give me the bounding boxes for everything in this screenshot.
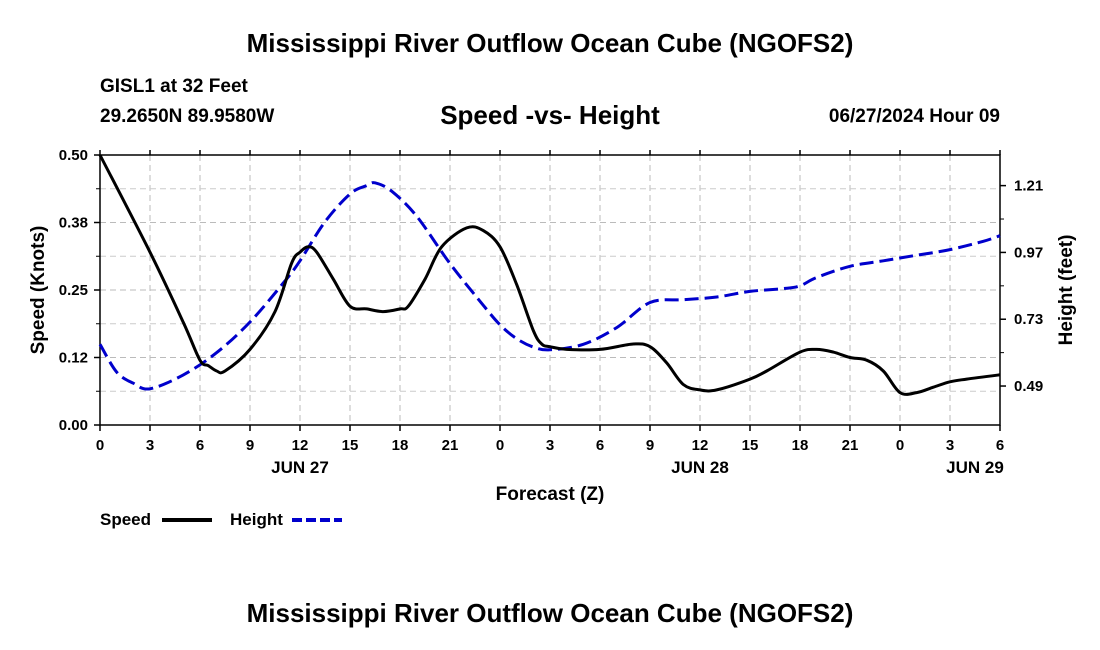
x-tick-label: 0 [96, 437, 104, 454]
x-tick-label: 9 [646, 437, 654, 454]
x-tick-label: 3 [546, 437, 554, 454]
y2-tick-label: 0.97 [1014, 244, 1043, 261]
x-tick-label: 12 [692, 437, 709, 454]
y-axis-label: Speed (Knots) [28, 226, 49, 355]
series-group [98, 154, 1001, 396]
x-tick-label: 3 [146, 437, 154, 454]
x-tick-label: 15 [742, 437, 759, 454]
x-tick-label: 12 [292, 437, 309, 454]
y-axis-right: 0.49 0.73 0.97 1.21 [1000, 178, 1043, 395]
y2-tick-label: 1.21 [1014, 178, 1043, 195]
x-tick-label: 6 [996, 437, 1004, 454]
y2-axis-label: Height (feet) [1056, 235, 1077, 346]
y2-tick-label: 0.73 [1014, 311, 1043, 328]
x-tick-label: 21 [442, 437, 459, 454]
chart-title: Speed -vs- Height [440, 100, 660, 130]
legend: Speed Height [100, 510, 342, 529]
x-axis: 0 3 6 9 12 15 18 21 0 3 6 9 12 15 18 21 0 3 6 JUN 27 JUN 28 J… [96, 150, 1004, 477]
x-axis-label: Forecast (Z) [496, 484, 605, 505]
x-tick-label: 0 [496, 437, 504, 454]
x-tick-label: 15 [342, 437, 359, 454]
y-axis-left: 0.00 0.12 0.25 0.38 0.50 [59, 147, 100, 434]
x-tick-label: 9 [246, 437, 254, 454]
legend-speed-label: Speed [100, 510, 151, 529]
x-tick-label: 0 [896, 437, 904, 454]
y2-tick-label: 0.49 [1014, 378, 1043, 395]
x-date-label: JUN 27 [271, 458, 329, 477]
x-tick-label: 3 [946, 437, 954, 454]
datetime-label: 06/27/2024 Hour 09 [828, 106, 1000, 127]
x-tick-label: 6 [196, 437, 204, 454]
x-tick-label: 18 [792, 437, 809, 454]
x-tick-label: 6 [596, 437, 604, 454]
y-tick-label: 0.25 [59, 282, 88, 299]
coordinates-label: 29.2650N 89.9580W [100, 106, 275, 127]
legend-height-label: Height [230, 510, 283, 529]
x-tick-label: 18 [392, 437, 409, 454]
x-date-label: JUN 29 [946, 458, 1004, 477]
station-label: GISL1 at 32 Feet [100, 76, 248, 97]
y-tick-label: 0.12 [59, 350, 88, 367]
x-tick-label: 21 [842, 437, 859, 454]
series-line-speed [98, 154, 1001, 396]
y-tick-label: 0.50 [59, 147, 88, 164]
footer-title: Mississippi River Outflow Ocean Cube (NG… [246, 598, 854, 628]
grid [100, 155, 1000, 425]
y-tick-label: 0.38 [59, 215, 88, 232]
page-title: Mississippi River Outflow Ocean Cube (NG… [246, 28, 854, 58]
y-tick-label: 0.00 [59, 417, 88, 434]
series-line-height [98, 181, 1001, 391]
x-date-label: JUN 28 [671, 458, 729, 477]
